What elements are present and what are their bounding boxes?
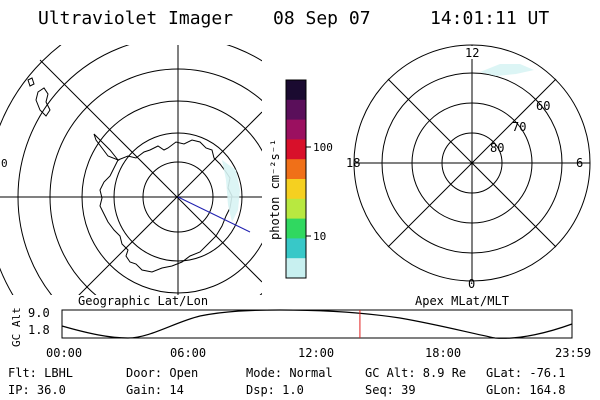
colorbar-cell [286,198,306,220]
continent-outline [99,139,233,273]
altitude-xtick-0: 00:00 [46,346,82,360]
colorbar-tick-100: 100 [313,141,333,154]
filter-info: Flt: LBHL [8,366,74,380]
mlt-label-12: 12 [465,46,479,60]
colorbar-unit-label: photon cm⁻²s⁻¹ [268,139,282,240]
island-outline [35,87,51,117]
island-outline-2 [27,77,35,87]
mode-info: Mode: Normal [246,366,333,380]
altitude-ytick-max: 9.0 [28,306,50,320]
peninsula-outline [93,133,120,162]
altitude-xtick-2: 12:00 [298,346,334,360]
altitude-frame [61,309,573,339]
mlt-label-18: 18 [346,156,360,170]
uv-emission-left [222,160,240,222]
left-panel-caption: Geographic Lat/Lon [78,294,209,308]
glon-info: GLon: 164.8 [486,383,566,397]
altitude-xtick-1: 06:00 [170,346,206,360]
colorbar-cell [286,159,306,180]
seq-info: Seq: 39 [365,383,416,397]
ip-info: IP: 36.0 [8,383,66,397]
dsp-info: Dsp: 1.0 [246,383,304,397]
right-panel-caption: Apex MLat/MLT [415,294,509,308]
gain-info: Gain: 14 [126,383,184,397]
colorbar-cell [286,218,306,239]
uv-emission-right [480,64,534,76]
mlat-label-60: 60 [536,99,550,113]
sun-direction-line [177,196,251,233]
altitude-xtick-3: 18:00 [425,346,461,360]
mlat-label-70: 70 [512,120,526,134]
meridian-diag-2 [78,111,262,295]
gc-alt-info: GC Alt: 8.9 Re [365,366,467,380]
mlat-label-80: 80 [490,141,504,155]
instrument-title: Ultraviolet Imager [38,8,234,29]
door-info: Door: Open [126,366,199,380]
date-label: 08 Sep 07 [273,8,371,29]
meridian-diag-1 [39,59,262,283]
glat-info: GLat: -76.1 [486,366,566,380]
colorbar-cell [286,119,306,140]
colorbar-cell [286,258,306,279]
mlt-label-6: 6 [576,156,583,170]
mlt-label-0: 0 [468,277,475,291]
altitude-xtick-4: 23:59 [555,346,591,360]
colorbar-cell [286,99,306,121]
altitude-y-label: GC Alt [10,307,23,347]
colorbar-tick-10: 10 [313,230,326,243]
altitude-curve [61,309,573,339]
colorbar-cell [286,238,306,259]
colorbar-cell [286,139,306,160]
edge-label: 0 [1,157,8,170]
colorbar-cell [286,179,306,200]
colorbar-cell [286,80,306,101]
mlt-line-diag-2 [387,78,557,248]
altitude-ytick-min: 1.8 [28,323,50,337]
time-label: 14:01:11 UT [430,8,550,29]
